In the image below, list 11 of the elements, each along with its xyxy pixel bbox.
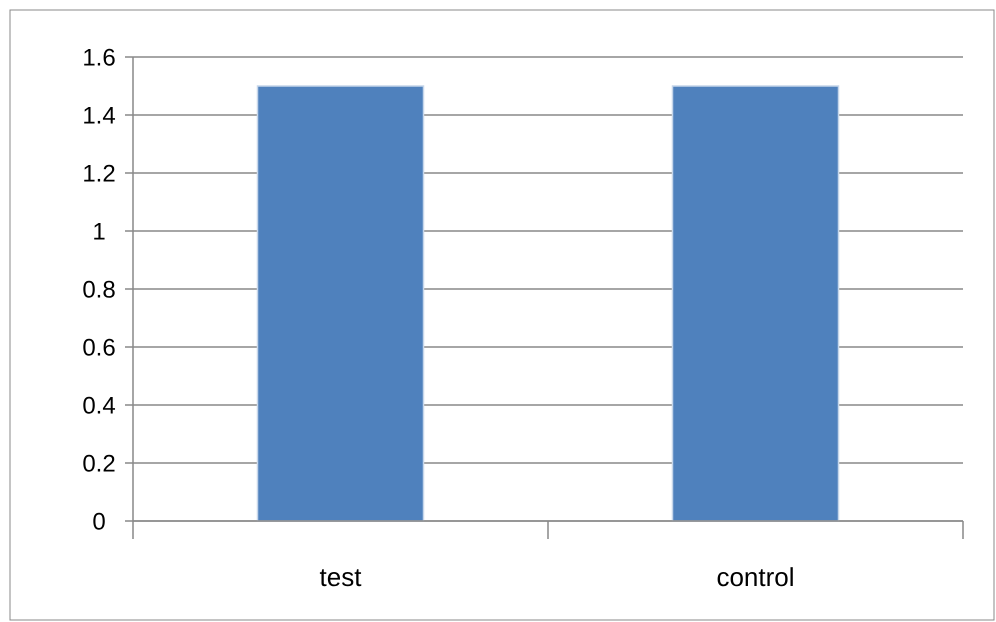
y-tick-label: 1.4 xyxy=(82,102,116,130)
y-tick-label: 0 xyxy=(92,508,106,536)
x-tick-label: control xyxy=(716,562,795,592)
y-tick-label: 1 xyxy=(92,218,106,246)
y-tick-label: 0.6 xyxy=(82,334,116,362)
y-tick-label: 0.4 xyxy=(82,392,116,420)
x-tick-label: test xyxy=(320,562,362,592)
y-tick-label: 1.2 xyxy=(82,160,116,188)
y-tick-label: 0.2 xyxy=(82,450,116,478)
y-tick-label: 1.6 xyxy=(82,44,116,72)
y-tick-label: 0.8 xyxy=(82,276,116,304)
